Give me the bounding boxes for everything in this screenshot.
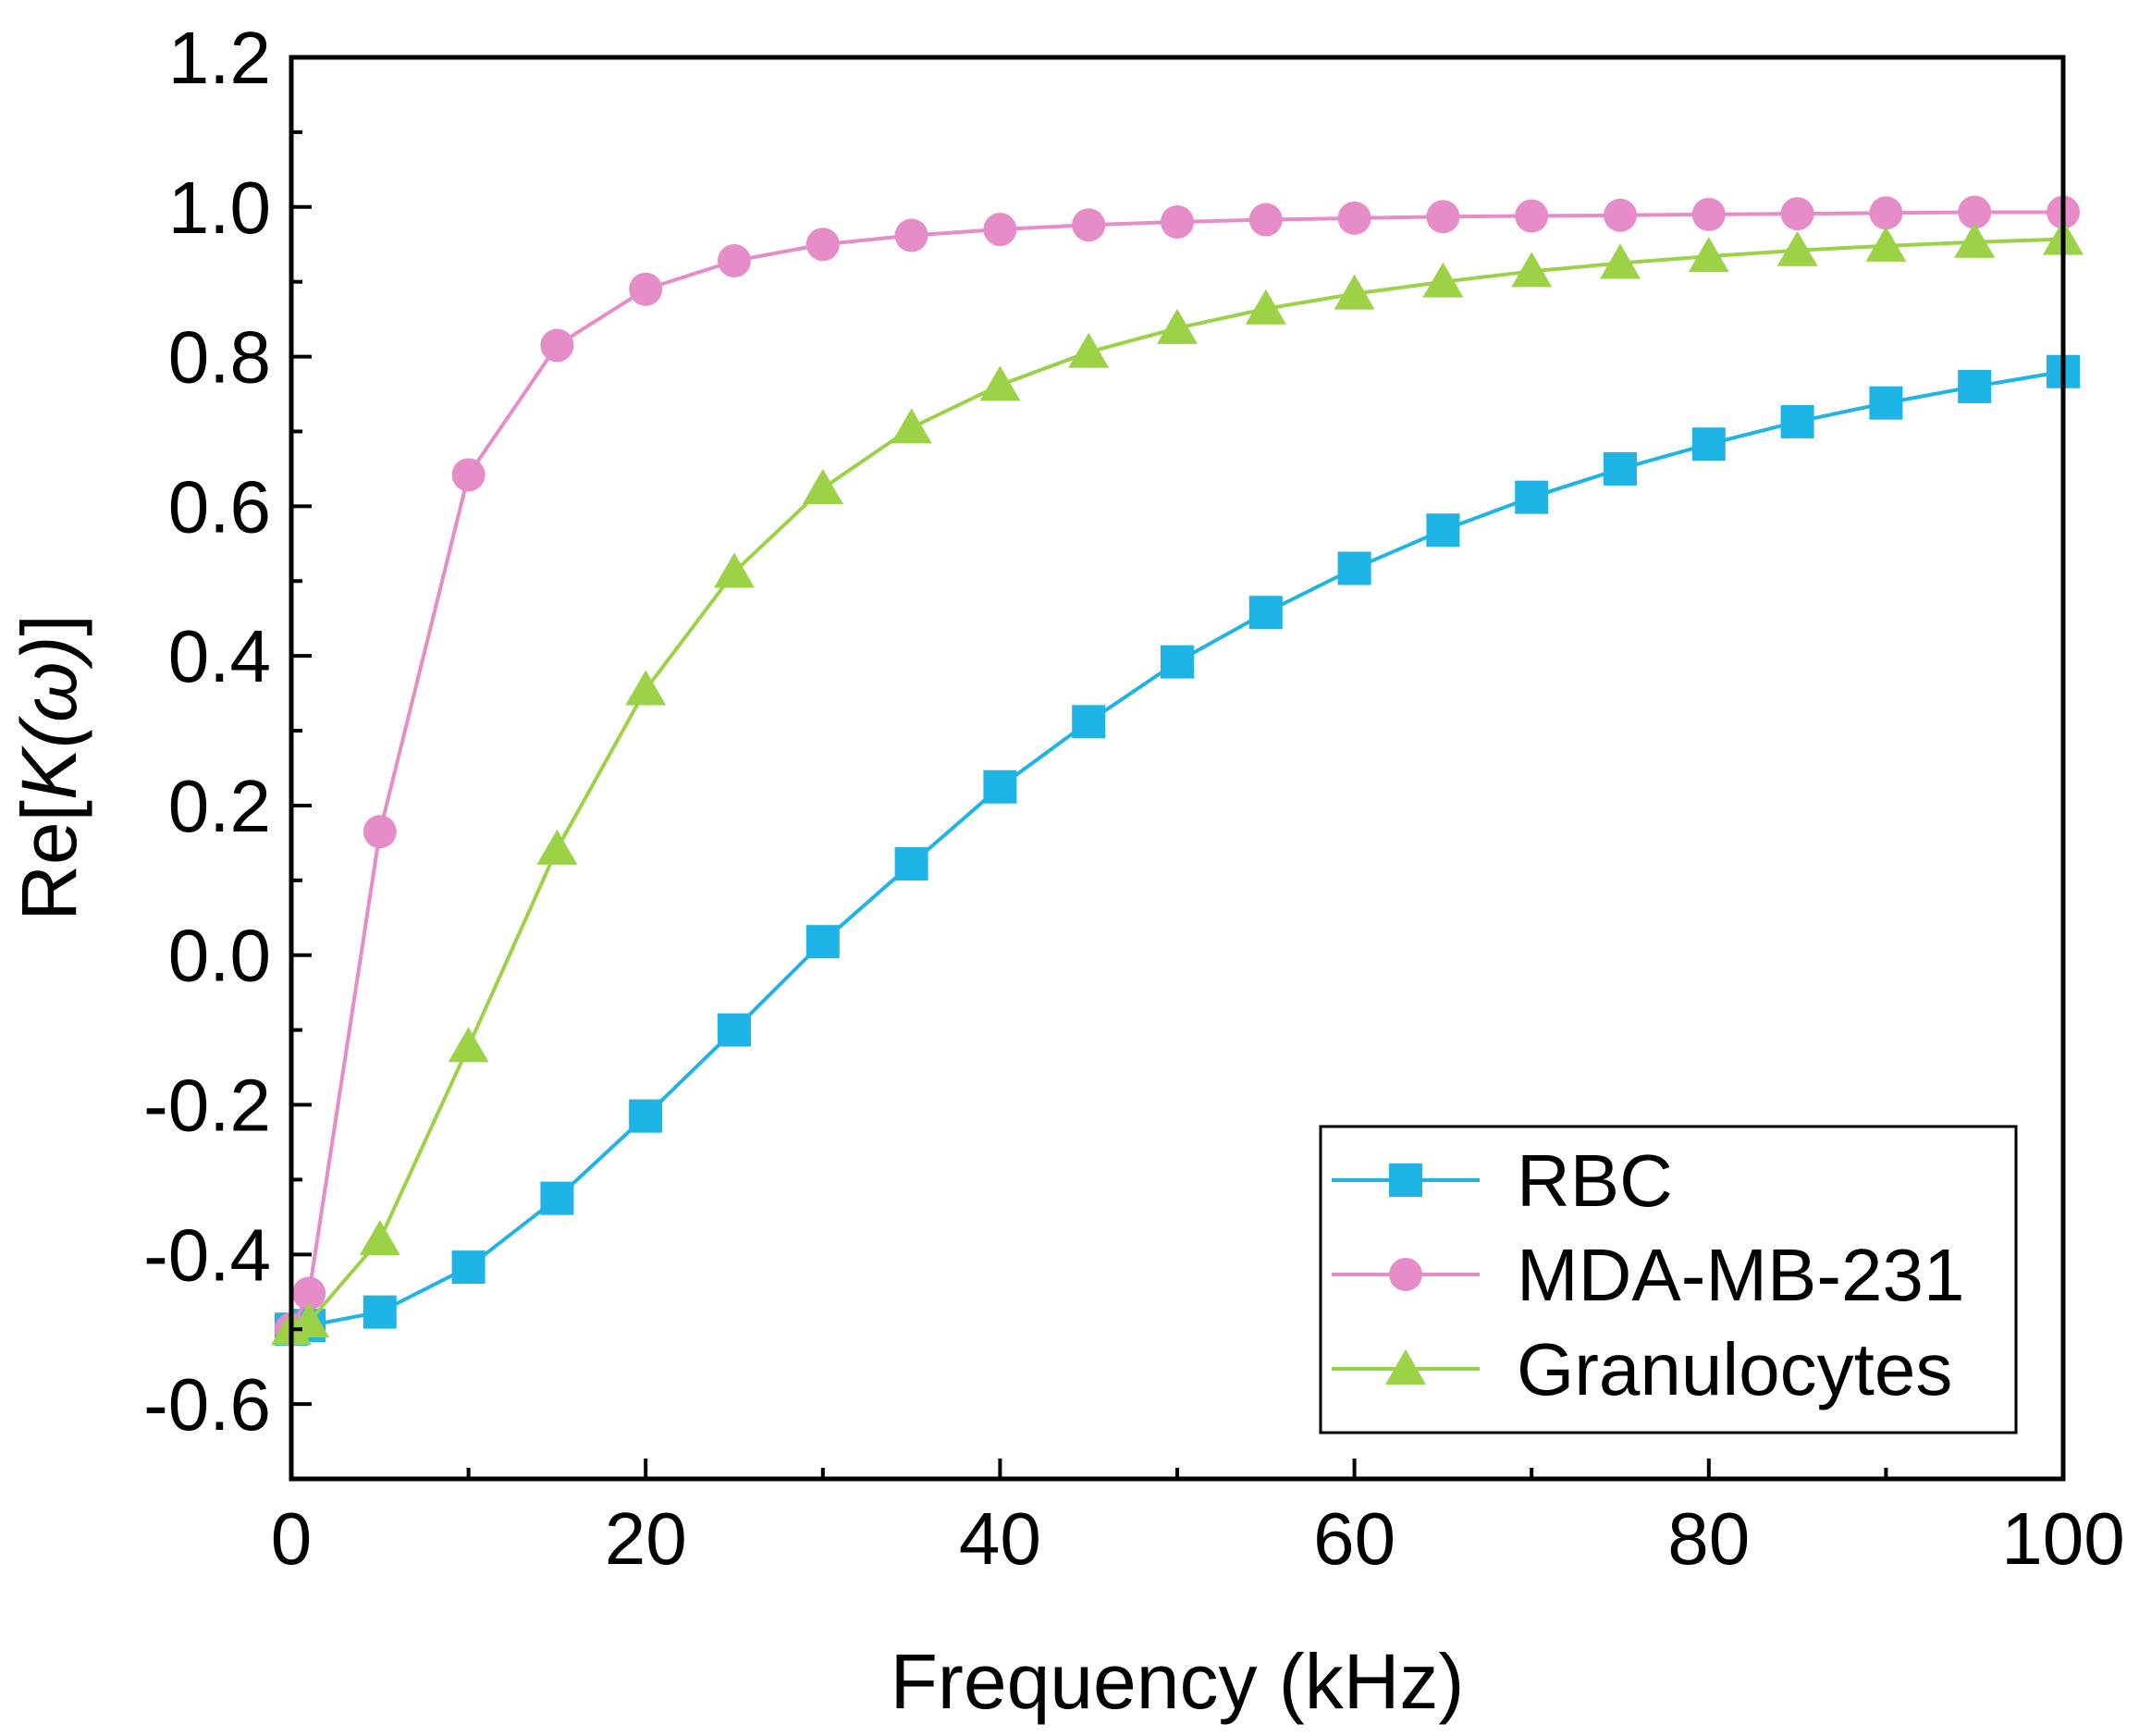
y-tick-label: -0.2: [143, 1065, 271, 1147]
x-tick-label: 40: [959, 1497, 1041, 1580]
y-tick-label: 1.2: [168, 17, 271, 99]
data-point-rbc: [894, 847, 928, 881]
data-point-granulocytes: [1865, 226, 1907, 262]
data-point-granulocytes: [1511, 252, 1553, 288]
x-axis-title: Frequency (kHz): [891, 1638, 1465, 1725]
ticks-layer: 0 20 40 60 80 100 -0.6 -0.4 -0.2 0.0 0.2 0.4 0.6 0.8 1…: [143, 17, 2125, 1580]
data-point-mda-mb-231: [1780, 197, 1814, 231]
data-point-mda-mb-231: [451, 458, 486, 492]
data-point-rbc: [1780, 404, 1814, 438]
data-point-rbc: [1691, 427, 1726, 462]
data-point-rbc: [1869, 386, 1903, 420]
data-point-mda-mb-231: [1691, 197, 1726, 231]
data-point-rbc: [540, 1181, 574, 1215]
legend-label-granulocytes: Granulocytes: [1517, 1328, 1952, 1410]
data-point-rbc: [805, 925, 840, 959]
data-point-granulocytes: [625, 670, 667, 706]
series-granulocytes: [271, 219, 2084, 1346]
data-point-mda-mb-231: [1515, 199, 1549, 233]
data-point-rbc: [1337, 551, 1371, 585]
data-point-granulocytes: [979, 365, 1021, 401]
data-point-granulocytes: [1954, 222, 1996, 258]
legend-item-rbc: RBC: [1332, 1139, 1673, 1222]
legend-marker-mda-mb-231: [1389, 1258, 1422, 1291]
y-tick-label: -0.6: [143, 1363, 271, 1446]
y-tick-label: 0.4: [168, 615, 271, 697]
data-point-rbc: [1072, 705, 1106, 739]
data-point-rbc: [451, 1250, 486, 1285]
data-point-rbc: [629, 1099, 663, 1133]
legend-item-mda-mb-231: MDA-MB-231: [1332, 1234, 1965, 1316]
data-point-mda-mb-231: [805, 228, 840, 262]
data-point-granulocytes: [1334, 274, 1375, 310]
data-point-mda-mb-231: [983, 213, 1017, 247]
data-point-mda-mb-231: [718, 244, 751, 278]
legend-marker-granulocytes: [1385, 1349, 1426, 1385]
y-axis-title: Re[K(ω)]: [6, 614, 92, 920]
data-point-rbc: [1161, 645, 1194, 679]
x-tick-label: 100: [2001, 1497, 2124, 1580]
data-point-granulocytes: [1245, 289, 1286, 325]
data-point-mda-mb-231: [629, 272, 663, 306]
legend-marker-rbc: [1389, 1163, 1422, 1197]
data-point-granulocytes: [359, 1220, 400, 1256]
data-point-mda-mb-231: [1958, 195, 1992, 229]
data-point-mda-mb-231: [894, 218, 928, 252]
data-point-granulocytes: [536, 829, 578, 865]
y-tick-label: 0.2: [168, 765, 271, 847]
x-tick-label: 20: [605, 1497, 687, 1580]
data-point-mda-mb-231: [1072, 208, 1106, 242]
data-point-rbc: [1515, 480, 1549, 514]
y-tick-label: -0.4: [143, 1213, 271, 1296]
data-point-granulocytes: [802, 468, 843, 504]
legend-item-granulocytes: Granulocytes: [1332, 1328, 1952, 1410]
legend-box: [1319, 1125, 2018, 1434]
y-tick-label: 0.6: [168, 465, 271, 548]
legend: RBC MDA-MB-231 Granulocytes: [1319, 1125, 2018, 1434]
data-point-rbc: [1426, 513, 1460, 548]
data-point-granulocytes: [1776, 230, 1818, 266]
series-line-rbc: [290, 369, 2064, 1332]
data-point-granulocytes: [714, 552, 755, 588]
data-point-mda-mb-231: [292, 1276, 326, 1311]
x-tick-label: 80: [1667, 1497, 1750, 1580]
x-tick-label: 0: [271, 1497, 313, 1580]
data-point-granulocytes: [1157, 308, 1198, 344]
data-point-granulocytes: [891, 408, 932, 444]
data-point-granulocytes: [1688, 237, 1729, 273]
data-point-rbc: [718, 1013, 751, 1047]
y-tick-label: 0.0: [168, 915, 271, 997]
data-point-rbc: [983, 770, 1017, 804]
legend-label-mda-mb-231: MDA-MB-231: [1517, 1234, 1965, 1316]
x-tick-label: 60: [1313, 1497, 1395, 1580]
y-axis-title-symbol: K(ω): [6, 636, 92, 800]
data-point-mda-mb-231: [1426, 200, 1460, 234]
y-tick-label: 1.0: [168, 166, 271, 249]
data-point-mda-mb-231: [1604, 198, 1637, 232]
data-point-granulocytes: [448, 1027, 489, 1063]
data-point-granulocytes: [1068, 332, 1110, 368]
data-point-mda-mb-231: [1869, 196, 1903, 230]
legend-label-rbc: RBC: [1517, 1139, 1673, 1222]
data-point-rbc: [1958, 369, 1992, 403]
y-axis-title-suffix: ]: [6, 614, 92, 635]
data-point-mda-mb-231: [363, 815, 397, 849]
data-point-granulocytes: [1422, 262, 1464, 298]
y-tick-label: 0.8: [168, 316, 271, 399]
data-point-mda-mb-231: [1161, 204, 1194, 239]
data-point-mda-mb-231: [540, 328, 574, 363]
data-point-rbc: [1604, 451, 1637, 486]
y-axis-title-prefix: Re[: [6, 800, 92, 921]
data-point-granulocytes: [1600, 243, 1641, 279]
data-point-rbc: [1248, 596, 1283, 630]
data-point-mda-mb-231: [1337, 201, 1371, 235]
data-point-rbc: [363, 1295, 397, 1329]
series-line-mda-mb-231: [289, 210, 2063, 1331]
data-point-mda-mb-231: [1248, 203, 1283, 237]
series-line-granulocytes: [290, 237, 2064, 1332]
